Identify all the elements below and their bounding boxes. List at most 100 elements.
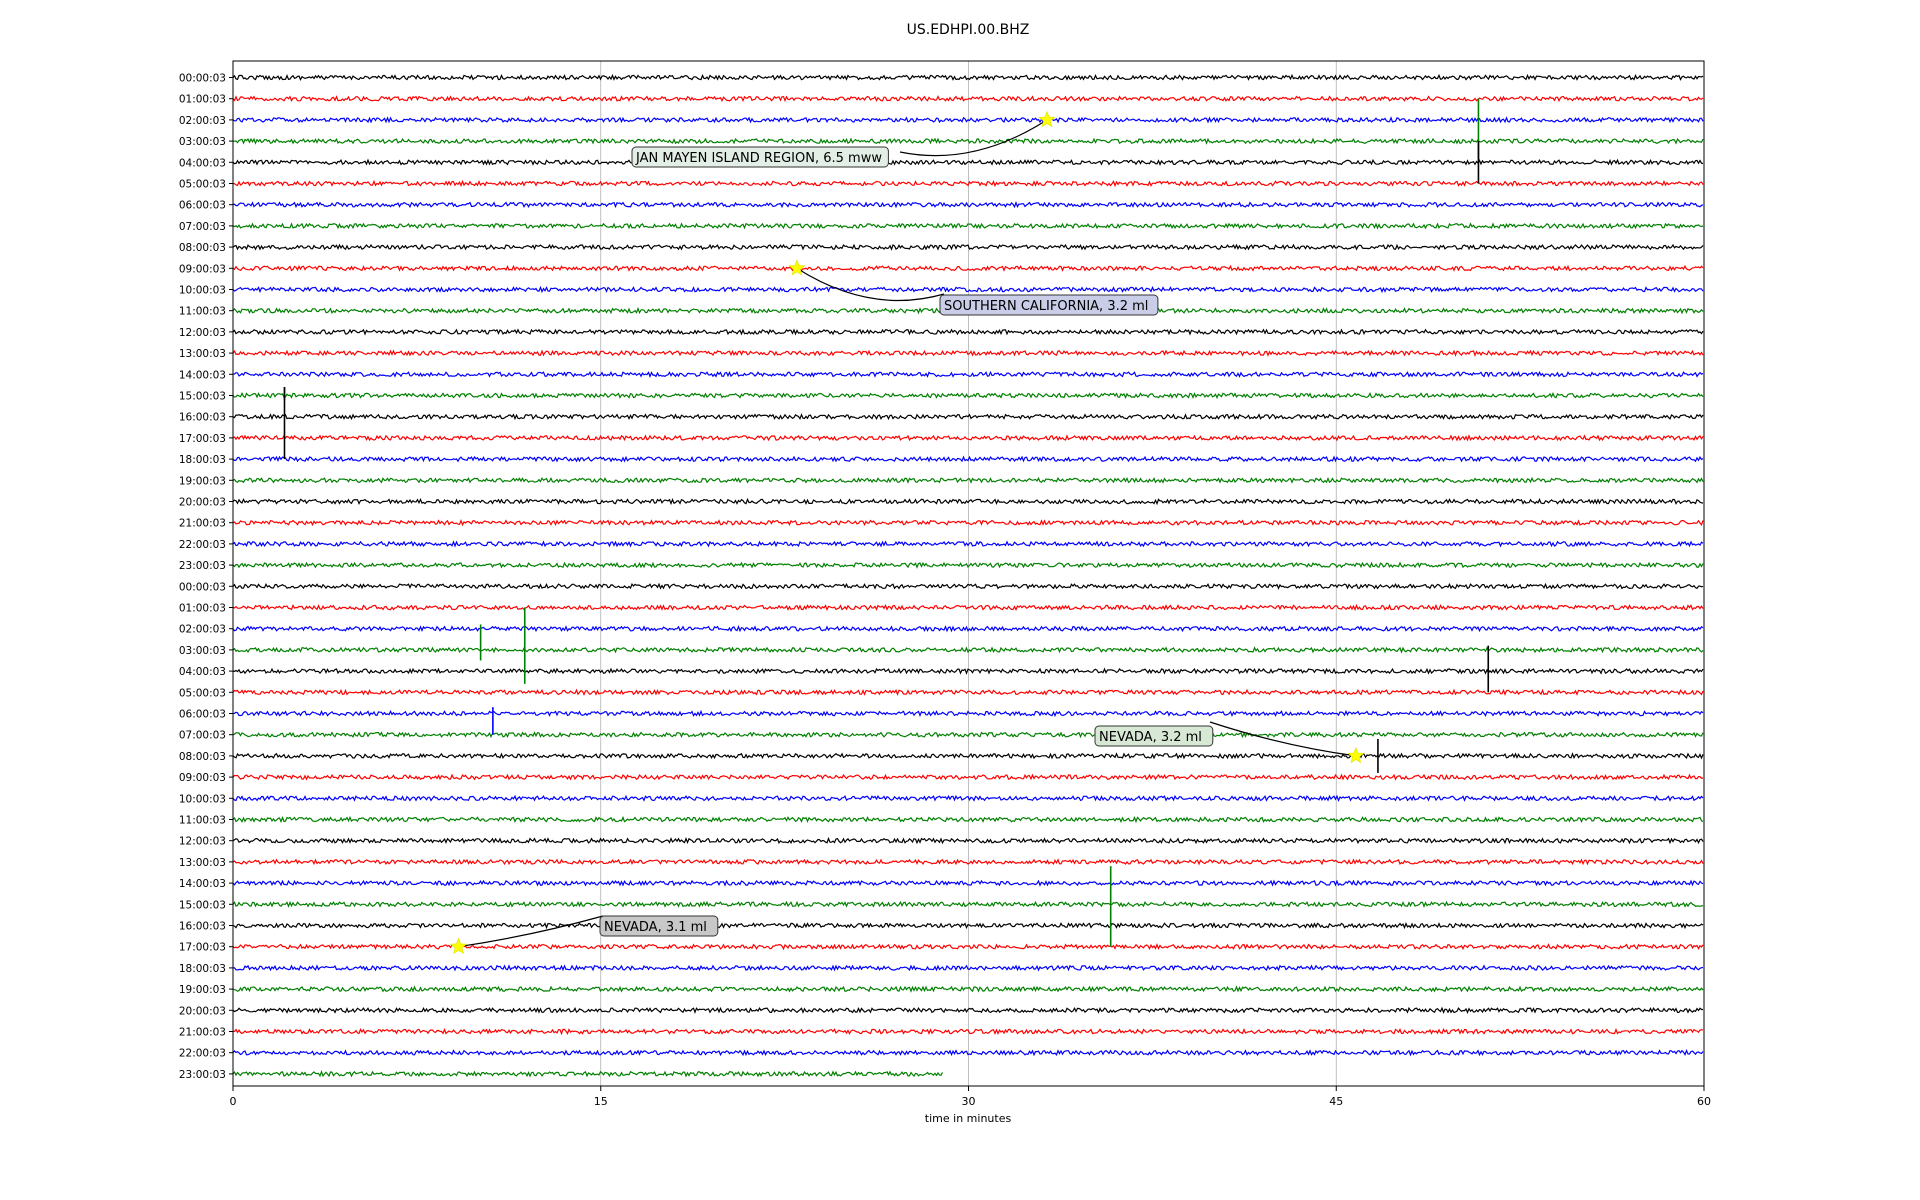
trace-line [232,1027,1704,1036]
event-annotation: JAN MAYEN ISLAND REGION, 6.5 mww [631,110,1056,168]
event-annotations: JAN MAYEN ISLAND REGION, 6.5 mww SOUTHERN… [449,110,1365,955]
trace-line [232,73,1704,82]
trace-line [232,667,1704,675]
y-tick-label: 00:00:03 [179,581,226,593]
y-tick-label: 22:00:03 [179,539,226,551]
y-tick-label: 11:00:03 [179,815,226,827]
y-tick-label: 04:00:03 [179,157,226,169]
y-tick-label: 20:00:03 [179,1005,226,1017]
event-spikes [283,98,1490,947]
event-annotation: NEVADA, 3.1 ml [449,915,719,955]
y-tick-label: 20:00:03 [179,497,226,509]
y-tick-label: 08:00:03 [179,751,226,763]
trace-line [232,731,1704,739]
y-tick-label: 19:00:03 [179,984,226,996]
trace-line [232,1070,944,1078]
trace-line [232,900,1704,909]
trace-line [232,794,1704,803]
y-tick-label: 15:00:03 [179,899,226,911]
y-tick-label: 07:00:03 [179,730,226,742]
y-tick-label: 09:00:03 [179,263,226,275]
trace-line [232,179,1704,188]
trace-line [232,858,1704,866]
x-axis-label: time in minutes [925,1112,1012,1125]
annotation-connector [899,119,1048,157]
trace-line [232,158,1704,166]
trace-line [232,95,1704,103]
trace-line [232,264,1704,272]
y-tick-label: 16:00:03 [179,412,226,424]
y-tick-label: 12:00:03 [179,836,226,848]
y-tick-label: 12:00:03 [179,327,226,339]
annotation-connector [1209,721,1356,757]
annotation-label: NEVADA, 3.1 ml [604,920,707,935]
trace-line [232,476,1704,484]
trace-line [232,328,1704,336]
y-tick-label: 08:00:03 [179,242,226,254]
event-star-icon [1038,110,1056,128]
trace-line [232,243,1704,251]
grid-lines [600,61,1337,1086]
y-tick-label: 16:00:03 [179,921,226,933]
trace-line [232,582,1704,590]
trace-line [232,391,1704,400]
x-ticks: 0 15 30 45 60 [230,1086,1711,1108]
y-tick-label: 13:00:03 [179,348,226,360]
trace-line [232,1049,1704,1057]
y-tick-label: 18:00:03 [179,963,226,975]
y-tick-label: 09:00:03 [179,772,226,784]
trace-line [232,773,1704,781]
trace-line [232,200,1704,209]
trace-line [232,815,1704,824]
annotation-label: JAN MAYEN ISLAND REGION, 6.5 mww [635,151,882,166]
y-tick-label: 21:00:03 [179,1027,226,1039]
event-star-icon [449,937,468,955]
trace-line [232,455,1704,463]
trace-line [232,497,1704,506]
plot-frame [232,60,1705,1087]
y-tick-label: 01:00:03 [179,603,226,615]
y-tick-label: 02:00:03 [179,624,226,636]
trace-line [232,879,1704,887]
annotation-label: NEVADA, 3.2 ml [1099,730,1202,745]
trace-line [232,625,1704,633]
trace-line [232,985,1704,993]
trace-line [232,688,1704,696]
trace-line [232,646,1704,654]
y-tick-label: 11:00:03 [179,306,226,318]
seismic-traces [232,73,1704,1078]
y-tick-label: 15:00:03 [179,391,226,403]
trace-line [232,836,1704,845]
y-tick-label: 23:00:03 [179,1069,226,1081]
y-tick-label: 22:00:03 [179,1048,226,1060]
chart-title: US.EDHPI.00.BHZ [907,22,1030,38]
event-star-icon [788,259,806,276]
y-tick-label: 21:00:03 [179,518,226,530]
trace-line [232,222,1704,230]
annotation-connector [796,267,945,302]
x-tick-label: 60 [1697,1095,1711,1108]
y-tick-label: 07:00:03 [179,221,226,233]
annotation-box [1094,725,1214,747]
y-tick-label: 14:00:03 [179,878,226,890]
trace-line [232,603,1704,612]
x-tick-label: 30 [962,1095,976,1108]
trace-line [232,137,1704,145]
annotation-label: SOUTHERN CALIFORNIA, 3.2 ml [944,299,1148,314]
trace-line [232,519,1704,527]
y-tick-label: 23:00:03 [179,560,226,572]
y-tick-label: 06:00:03 [179,709,226,721]
y-tick-label: 17:00:03 [179,942,226,954]
y-tick-label: 10:00:03 [179,285,226,297]
trace-line [233,964,1704,972]
trace-line [232,921,1704,930]
y-tick-labels: 00:00:03 01:00:03 02:00:03 03:00:03 04:00:03… [179,73,233,1081]
trace-line [232,1006,1703,1014]
trace-line [232,116,1704,124]
y-tick-label: 01:00:03 [179,94,226,106]
trace-line [232,709,1704,718]
y-tick-label: 05:00:03 [179,687,226,699]
y-tick-label: 05:00:03 [179,179,226,191]
trace-line [232,540,1704,548]
